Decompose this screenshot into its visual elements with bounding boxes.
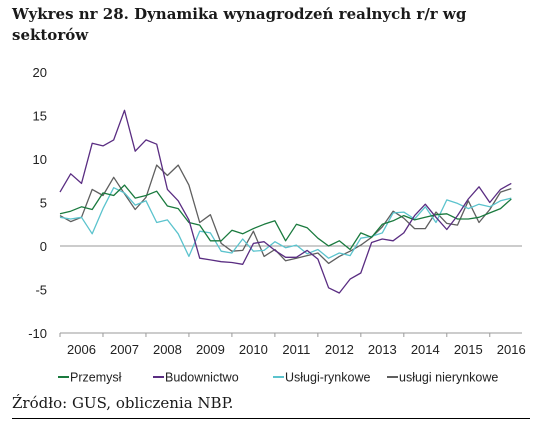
- y-tick-label: 5: [40, 196, 47, 211]
- y-tick-label: -5: [35, 283, 47, 298]
- legend-label: usługi nierynkowe: [399, 371, 498, 385]
- x-tick-labels: 2006 2007 2008 2009 2010 2011 2012 2013 2014 2015…: [59, 333, 526, 357]
- x-tick-label: 2011: [282, 342, 310, 357]
- series-line-budownictwo: [59, 109, 512, 294]
- legend: Przemysł Budownictwo Usługi-rynkowe usługi …: [58, 371, 498, 385]
- x-tick-label: 2014: [411, 342, 440, 357]
- y-tick-label: 15: [33, 109, 47, 124]
- x-tick-label: 2016: [497, 342, 526, 357]
- x-tick-label: 2009: [196, 342, 225, 357]
- y-tick-label: 10: [33, 152, 47, 167]
- legend-label: Budownictwo: [165, 371, 239, 385]
- legend-item: usługi nierynkowe: [387, 371, 498, 385]
- x-tick-label: 2006: [67, 342, 96, 357]
- y-tick-label: 20: [33, 65, 47, 80]
- x-tick-label: 2015: [454, 342, 483, 357]
- y-tick-labels: 20 15 10 5 0 -5 -10: [28, 65, 47, 341]
- figure-source: Źródło: GUS, obliczenia NBP.: [12, 394, 234, 412]
- legend-item: Przemysł: [58, 371, 122, 385]
- series-line-przemysł: [59, 184, 512, 251]
- series-lines: [59, 109, 512, 294]
- series-line-usługi-nierynkowe: [59, 164, 512, 265]
- legend-item: Budownictwo: [153, 371, 239, 385]
- y-tick-label: 0: [40, 239, 47, 254]
- legend-item: Usługi-rynkowe: [273, 371, 370, 385]
- y-tick-label: -10: [28, 326, 47, 341]
- source-divider: [12, 418, 530, 419]
- figure-caption: Wykres nr 28. Dynamika wynagrodzeń realn…: [12, 5, 467, 44]
- x-tick-label: 2013: [368, 342, 397, 357]
- legend-label: Przemysł: [70, 371, 122, 385]
- x-tick-label: 2012: [325, 342, 354, 357]
- x-tick-label: 2007: [110, 342, 139, 357]
- x-tick-label: 2008: [153, 342, 182, 357]
- legend-label: Usługi-rynkowe: [285, 371, 370, 385]
- x-tick-label: 2010: [239, 342, 268, 357]
- series-line-usługi-rynkowe: [59, 187, 512, 259]
